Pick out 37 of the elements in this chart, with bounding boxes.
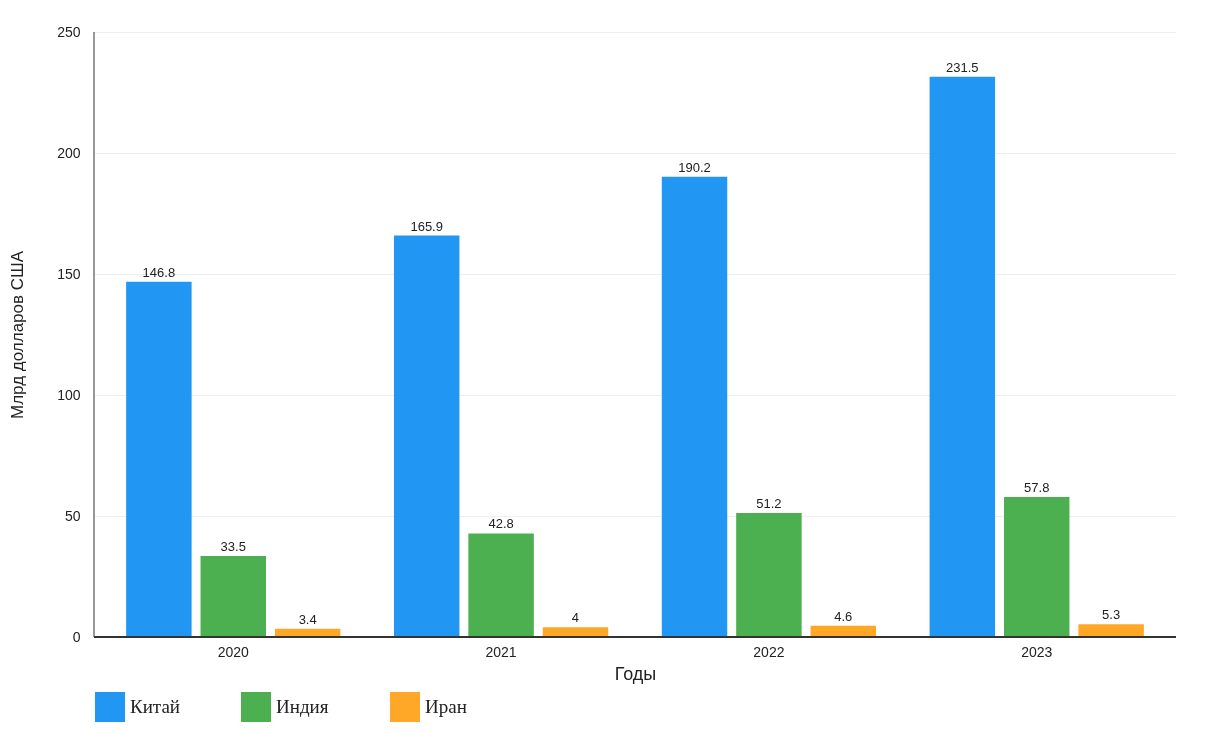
x-tick-label: 2021 (485, 643, 517, 660)
bar (200, 555, 266, 637)
y-axis-title: Млрд долларов США (8, 250, 28, 419)
legend-label: Индия (276, 696, 329, 717)
legend-label: Китай (130, 696, 180, 717)
bar (661, 176, 728, 637)
data-label: 42.8 (488, 516, 514, 532)
y-tick-label: 150 (57, 265, 81, 282)
bar (126, 281, 192, 637)
bar (929, 76, 996, 637)
y-tick-label: 50 (64, 507, 81, 524)
bar (468, 533, 534, 637)
data-label: 5.3 (1102, 607, 1121, 623)
legend-label: Иран (425, 696, 467, 717)
data-label: 4.6 (834, 608, 853, 624)
y-tick-label: 0 (72, 628, 81, 645)
bar (1078, 624, 1144, 637)
data-label: 231.5 (946, 59, 979, 75)
bar (1004, 497, 1070, 637)
data-label: 165.9 (410, 218, 443, 234)
x-tick-label: 2022 (753, 643, 785, 660)
data-label: 190.2 (678, 159, 711, 175)
data-label: 51.2 (756, 496, 782, 512)
data-label: 33.5 (220, 538, 246, 554)
bar (736, 513, 802, 637)
x-axis-title: Годы (614, 663, 657, 684)
x-tick-label: 2023 (1021, 643, 1053, 660)
data-label: 146.8 (142, 264, 176, 280)
bar (393, 235, 460, 637)
bar (542, 627, 609, 637)
x-tick-label: 2020 (217, 643, 250, 660)
data-label: 3.4 (298, 611, 317, 627)
data-label: 57.8 (1024, 480, 1050, 496)
y-tick-label: 250 (57, 23, 81, 40)
y-tick-label: 200 (57, 144, 81, 161)
y-tick-label: 100 (57, 386, 81, 403)
data-label: 4 (571, 610, 580, 626)
